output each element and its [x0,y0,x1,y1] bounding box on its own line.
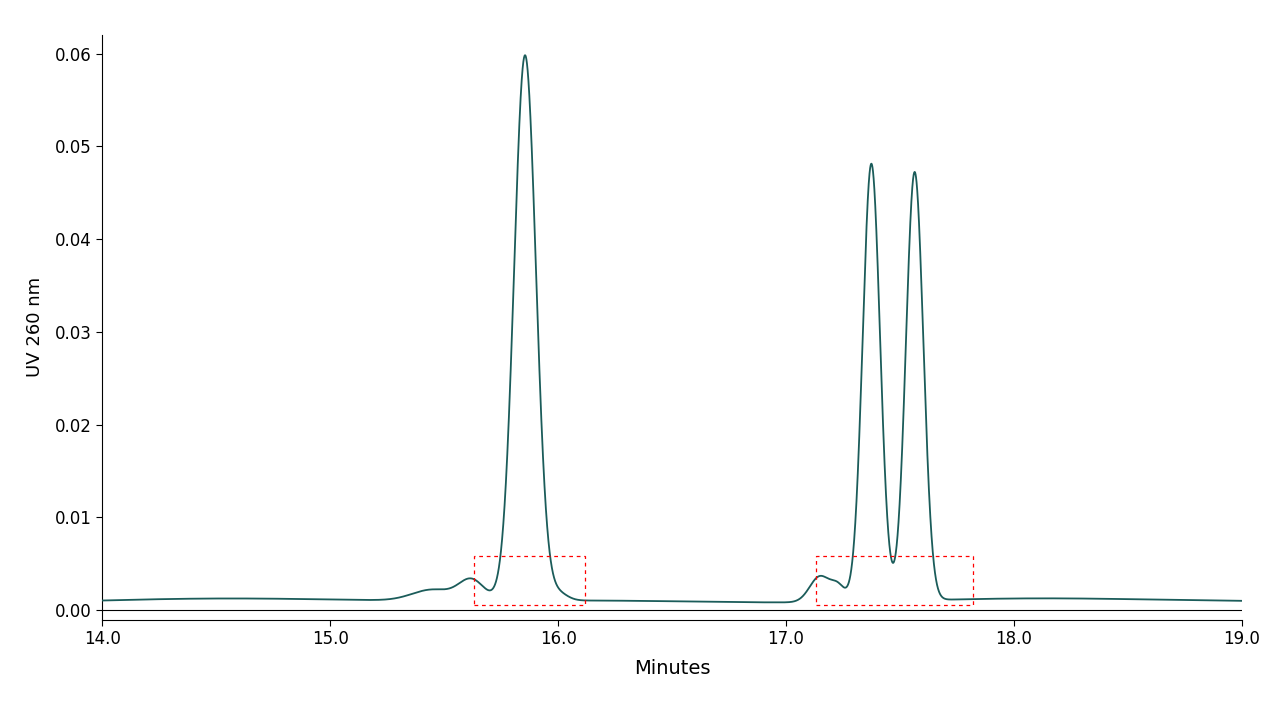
X-axis label: Minutes: Minutes [634,659,710,678]
Bar [474,556,585,605]
Y-axis label: UV 260 nm: UV 260 nm [26,277,44,377]
Bar [815,556,973,605]
